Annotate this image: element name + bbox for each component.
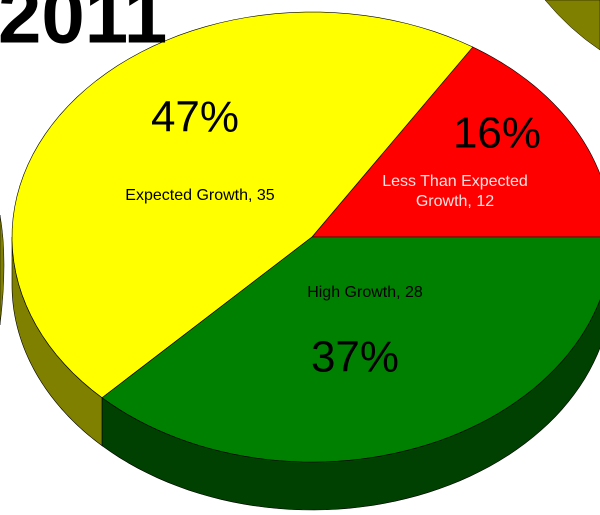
data-label: Expected Growth, 35 <box>125 187 275 204</box>
percent-label: 47% <box>151 93 239 142</box>
percent-label: 37% <box>311 333 399 382</box>
chart-title: 2011 <box>0 0 167 60</box>
neighbor-pie <box>0 214 5 326</box>
data-label-box: High Growth, 28 <box>307 284 423 301</box>
data-label: Less Than Expected Growth, 12 <box>382 173 528 210</box>
pie: 16% Less Than Expected Growth, 12 47% Expec… <box>11 11 600 511</box>
data-label-box: Less Than Expected Growth, 12 <box>382 173 528 210</box>
neighbor-pie <box>544 0 600 51</box>
data-label: High Growth, 28 <box>307 284 423 301</box>
data-label-box: Expected Growth, 35 <box>125 187 275 204</box>
percent-label: 16% <box>453 109 541 158</box>
slice <box>11 11 474 399</box>
slice <box>311 46 600 238</box>
slice <box>101 236 600 463</box>
